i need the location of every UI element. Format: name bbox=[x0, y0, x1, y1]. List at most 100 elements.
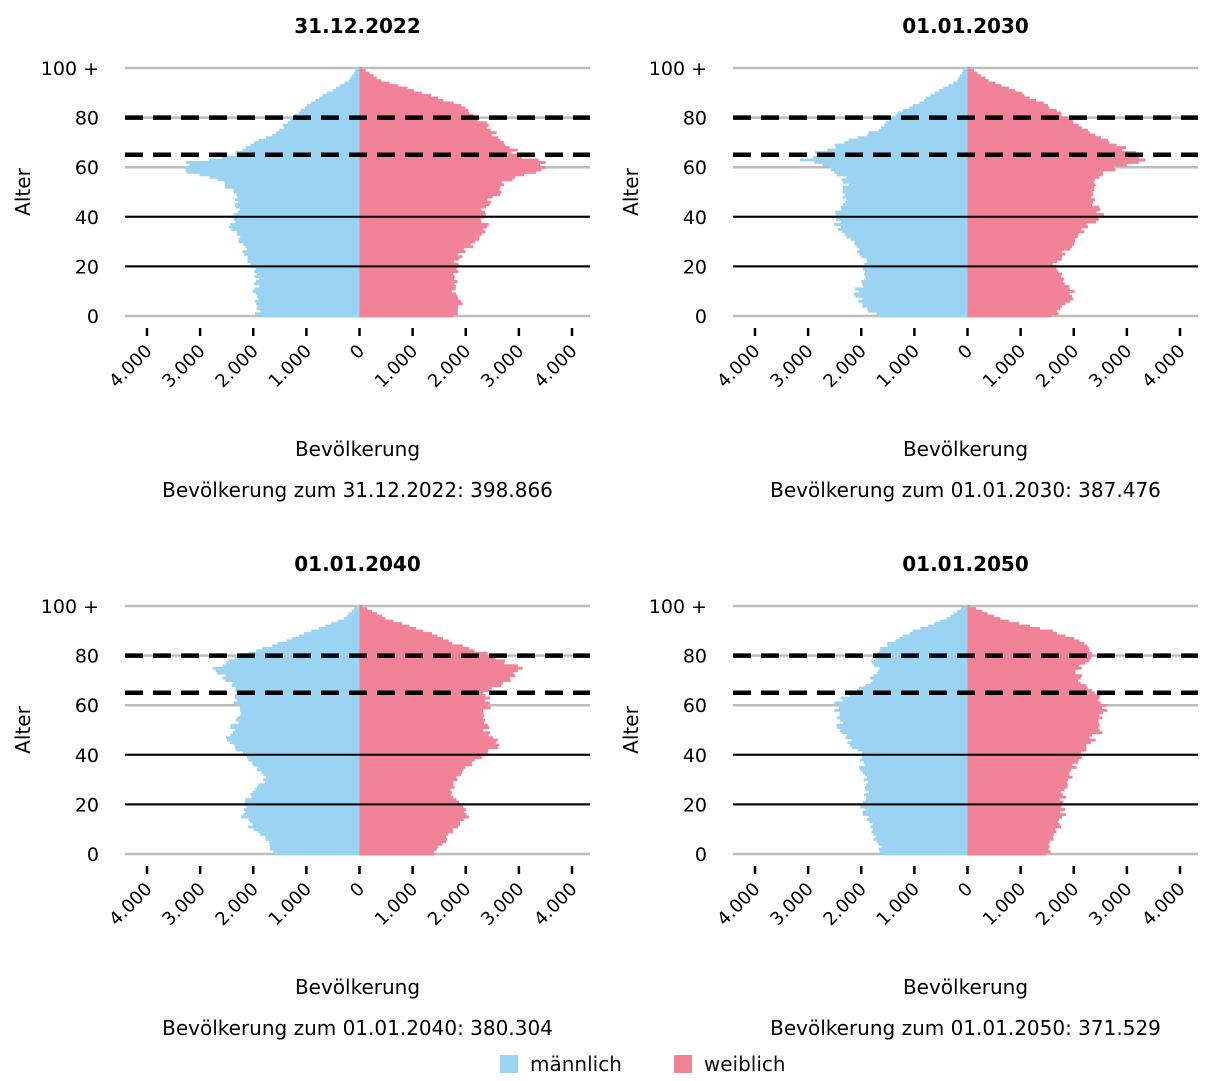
bar-male bbox=[842, 180, 968, 184]
bar-male bbox=[256, 785, 360, 789]
bar-male bbox=[961, 71, 968, 75]
bar-female bbox=[359, 751, 488, 754]
bar-male bbox=[344, 81, 360, 85]
bar-male bbox=[857, 689, 968, 692]
bar-male bbox=[879, 314, 968, 318]
bar-male bbox=[865, 684, 968, 687]
bar-male bbox=[238, 240, 360, 244]
bar-male bbox=[263, 778, 360, 782]
bar-female bbox=[967, 118, 1074, 122]
bar-male bbox=[834, 170, 968, 174]
bar-female bbox=[967, 646, 1090, 650]
bar-female bbox=[967, 195, 1092, 199]
bar-female bbox=[359, 681, 503, 685]
bar-male bbox=[850, 237, 968, 241]
bar-male bbox=[844, 141, 968, 145]
bar-female bbox=[359, 649, 475, 653]
bar-female bbox=[359, 178, 513, 182]
bar-female bbox=[967, 728, 1101, 732]
bar-male bbox=[243, 751, 360, 754]
bar-female bbox=[967, 691, 1095, 695]
bar-male bbox=[252, 823, 360, 826]
bar-male bbox=[244, 252, 360, 256]
bar-male bbox=[245, 146, 360, 149]
bar-male bbox=[872, 661, 968, 665]
bar-female bbox=[359, 664, 518, 668]
bar-female bbox=[359, 131, 497, 135]
bar-male bbox=[265, 837, 360, 841]
bar-male bbox=[827, 148, 968, 152]
bar-male bbox=[862, 770, 968, 774]
bar-male bbox=[869, 676, 968, 680]
bar-female bbox=[967, 131, 1090, 135]
x-tick-label: 3.000 bbox=[158, 879, 209, 930]
bar-male bbox=[252, 763, 360, 767]
bar-female bbox=[359, 765, 466, 769]
y-axis-label: Alter bbox=[11, 167, 35, 215]
bar-female bbox=[359, 245, 474, 249]
bar-female bbox=[967, 89, 1016, 92]
bar-female bbox=[967, 825, 1062, 829]
x-tick-label: 2.000 bbox=[424, 879, 475, 930]
bar-female bbox=[967, 99, 1037, 102]
bar-male bbox=[834, 143, 968, 147]
bar-female bbox=[359, 748, 489, 752]
bar-male bbox=[236, 699, 360, 702]
bar-female bbox=[967, 255, 1063, 259]
bar-female bbox=[359, 840, 447, 844]
bar-female bbox=[359, 718, 486, 722]
bar-male bbox=[346, 614, 360, 618]
bar-female bbox=[359, 213, 486, 216]
bar-female bbox=[967, 103, 1049, 107]
bar-male bbox=[311, 629, 360, 633]
bar-male bbox=[239, 208, 360, 211]
bar-female bbox=[967, 227, 1082, 231]
bar-male bbox=[930, 94, 968, 97]
bar-female bbox=[359, 832, 448, 836]
bar-male bbox=[878, 842, 968, 846]
x-axis-label: Bevölkerung bbox=[903, 437, 1028, 461]
bar-female bbox=[967, 780, 1068, 784]
bar-female bbox=[359, 183, 504, 187]
bar-female bbox=[967, 726, 1099, 730]
bar-male bbox=[864, 793, 968, 797]
bar-male bbox=[871, 830, 968, 834]
bar-male bbox=[869, 790, 968, 794]
bar-male bbox=[246, 805, 360, 809]
bar-female bbox=[359, 205, 486, 209]
bar-male bbox=[243, 813, 360, 816]
bar-female bbox=[967, 773, 1070, 777]
bar-male bbox=[822, 163, 968, 167]
bar-female bbox=[359, 121, 487, 125]
bar-male bbox=[186, 170, 360, 174]
bar-female bbox=[967, 158, 1146, 162]
bar-female bbox=[967, 711, 1104, 715]
bar-female bbox=[359, 733, 489, 737]
bar-male bbox=[319, 96, 360, 100]
bar-male bbox=[835, 213, 968, 216]
bar-female bbox=[359, 654, 495, 658]
bar-female bbox=[359, 612, 378, 616]
bar-male bbox=[237, 195, 360, 199]
bar-female bbox=[967, 629, 1053, 633]
y-tick-label: 60 bbox=[683, 157, 707, 179]
x-tick-label: 3.000 bbox=[477, 879, 528, 930]
bar-male bbox=[185, 161, 360, 164]
bar-male bbox=[215, 669, 360, 673]
bar-male bbox=[355, 69, 360, 73]
bar-female bbox=[967, 818, 1059, 821]
bar-female bbox=[359, 218, 481, 221]
bar-male bbox=[840, 728, 968, 732]
bar-female bbox=[967, 270, 1059, 273]
x-tick-label: 1.000 bbox=[873, 341, 924, 392]
bar-male bbox=[848, 138, 968, 142]
bar-male bbox=[865, 798, 968, 802]
bar-female bbox=[359, 240, 476, 244]
bar-female bbox=[359, 84, 399, 87]
bar-male bbox=[238, 237, 360, 241]
bar-male bbox=[864, 262, 968, 266]
bar-male bbox=[957, 79, 968, 83]
bar-female bbox=[359, 634, 438, 638]
bar-female bbox=[967, 148, 1122, 152]
